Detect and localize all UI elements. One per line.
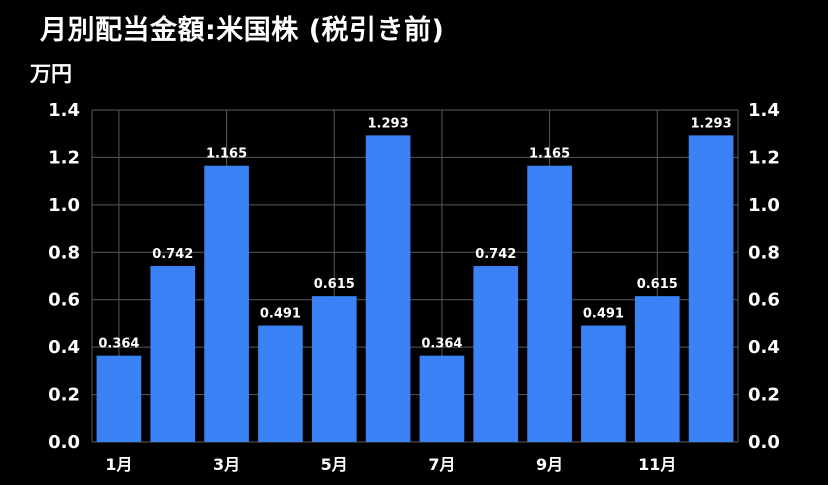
y-tick-label-right: 0.0 (748, 432, 780, 453)
y-tick-label-left: 1.4 (48, 100, 80, 121)
y-axis-left: 0.0 0.2 0.4 0.6 0.8 1.0 1.2 1.4 (48, 100, 80, 453)
y-axis-unit-label: 万円 (30, 62, 72, 86)
bar (311, 296, 357, 442)
y-tick-label-left: 0.8 (48, 242, 80, 263)
y-tick-label-right: 0.2 (748, 385, 780, 406)
y-tick-label-left: 1.0 (48, 195, 80, 216)
y-tick-label-left: 0.2 (48, 385, 80, 406)
x-tick-label: 11月 (638, 455, 676, 474)
bar (258, 325, 303, 442)
bar (688, 135, 734, 443)
bar (473, 266, 519, 442)
y-axis-right: 0.0 0.2 0.4 0.6 0.8 1.0 1.2 1.4 (748, 100, 780, 453)
y-tick-label-right: 1.2 (748, 147, 780, 168)
data-label: 0.615 (314, 277, 355, 292)
y-tick-label-left: 0.6 (48, 290, 80, 311)
y-tick-label-right: 1.4 (748, 100, 780, 121)
data-label: 0.742 (475, 247, 516, 262)
data-label: 1.165 (529, 147, 570, 162)
x-tick-label: 3月 (213, 455, 240, 474)
bar (527, 165, 572, 442)
bar (365, 135, 411, 443)
data-label: 0.364 (98, 337, 139, 352)
x-axis: 1月 3月 5月 7月 9月 11月 (105, 455, 676, 474)
y-tick-label-right: 0.4 (748, 337, 780, 358)
bar (150, 266, 196, 442)
data-label: 0.491 (583, 307, 624, 322)
chart-title: 月別配当金額:米国株 (税引き前) (40, 15, 445, 46)
data-labels: 0.364 0.742 1.165 0.491 0.615 1.293 0.364 0.742… (98, 116, 731, 351)
bar (96, 355, 142, 442)
data-label: 0.364 (421, 337, 462, 352)
bar (634, 296, 680, 442)
x-tick-label: 5月 (321, 455, 348, 474)
data-label: 1.165 (206, 147, 247, 162)
data-label: 0.615 (637, 277, 678, 292)
y-tick-label-right: 0.6 (748, 290, 780, 311)
bar (204, 165, 249, 442)
x-tick-label: 1月 (105, 455, 132, 474)
data-label: 1.293 (368, 116, 409, 131)
y-tick-label-right: 1.0 (748, 195, 780, 216)
bar (419, 355, 465, 442)
y-tick-label-left: 0.4 (48, 337, 80, 358)
x-tick-label: 7月 (428, 455, 455, 474)
y-tick-label-left: 0.0 (48, 432, 80, 453)
bar (581, 325, 626, 442)
data-label: 0.742 (152, 247, 193, 262)
y-tick-label-left: 1.2 (48, 147, 80, 168)
y-tick-label-right: 0.8 (748, 242, 780, 263)
x-tick-label: 9月 (536, 455, 563, 474)
bar-series (96, 135, 734, 443)
data-label: 1.293 (691, 116, 732, 131)
data-label: 0.491 (260, 307, 301, 322)
